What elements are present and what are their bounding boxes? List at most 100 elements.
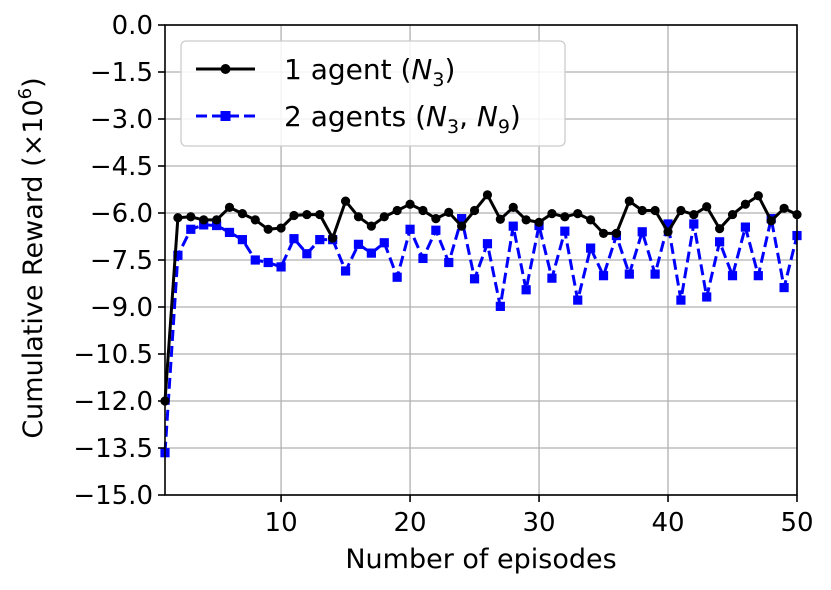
legend-label-2-agents: 2 agents (N3, N9)	[284, 100, 521, 138]
series-1-agent	[160, 190, 802, 406]
data-point	[689, 219, 699, 229]
data-point	[779, 203, 789, 213]
data-point	[573, 209, 583, 219]
data-point	[586, 243, 596, 253]
data-point	[405, 224, 415, 234]
data-point	[534, 217, 544, 227]
data-point	[637, 205, 647, 216]
data-point	[237, 209, 247, 219]
data-point	[779, 282, 789, 293]
data-point	[547, 209, 557, 219]
data-point	[199, 215, 209, 225]
y-tick-label: −9.0	[90, 293, 153, 323]
data-point	[676, 205, 686, 216]
data-point	[508, 202, 518, 212]
data-point	[740, 222, 751, 232]
data-point	[263, 257, 273, 268]
data-point	[379, 212, 389, 222]
data-point	[315, 209, 325, 220]
data-point	[508, 221, 518, 231]
data-point	[340, 266, 351, 276]
data-point	[547, 273, 557, 283]
data-point	[211, 215, 222, 225]
data-point	[457, 214, 467, 224]
x-tick-label: 20	[394, 508, 427, 538]
data-point	[418, 205, 428, 216]
legend-marker-1-agent	[220, 64, 231, 74]
x-tick-label: 10	[265, 508, 298, 538]
data-point	[340, 196, 351, 206]
data-point	[250, 255, 260, 265]
data-point	[186, 224, 196, 234]
data-point	[366, 248, 376, 258]
data-point	[753, 191, 763, 201]
y-tick-label: −12.0	[73, 387, 153, 417]
y-tick-label: −1.5	[90, 58, 153, 88]
data-point	[276, 262, 286, 272]
data-point	[250, 215, 260, 225]
data-point	[173, 250, 183, 260]
data-point	[405, 199, 415, 209]
x-tick-label: 50	[780, 508, 813, 538]
y-tick-label: −7.5	[90, 246, 153, 276]
data-point	[444, 257, 454, 268]
data-point	[521, 215, 531, 225]
data-point	[186, 212, 196, 222]
y-tick-label: −6.0	[90, 199, 153, 229]
legend: 1 agent (N3) 2 agents (N3, N9)	[180, 40, 566, 147]
data-point	[469, 205, 480, 216]
data-point	[482, 190, 493, 200]
y-tick-label: −4.5	[90, 152, 153, 182]
data-point	[727, 271, 738, 281]
tick-layer: 10 20 30 40 50 0.0 −1.5 −3.0 −4.5 −6.0 −7.5 −9.0 −10…	[73, 11, 813, 538]
data-point	[289, 234, 299, 244]
data-point	[740, 199, 751, 209]
data-point	[766, 216, 776, 226]
data-point	[598, 271, 609, 281]
data-point	[444, 207, 454, 217]
data-point	[715, 224, 725, 234]
data-point	[263, 224, 273, 234]
y-tick-label: −3.0	[90, 105, 153, 135]
data-point	[353, 239, 364, 249]
data-point	[276, 223, 286, 233]
data-point	[315, 235, 325, 245]
data-point	[727, 209, 738, 220]
series-2-agents	[160, 214, 802, 458]
data-point	[663, 219, 673, 229]
data-point	[495, 301, 505, 311]
data-point	[663, 227, 673, 237]
data-point	[199, 220, 209, 230]
x-tick-label: 40	[651, 508, 684, 538]
y-tick-label: −15.0	[73, 481, 153, 511]
data-point	[366, 221, 376, 231]
data-point	[224, 227, 235, 238]
data-point	[328, 233, 338, 243]
data-point	[650, 205, 660, 216]
data-point	[482, 239, 493, 249]
data-point	[392, 272, 402, 282]
y-tick-label: −13.5	[73, 434, 153, 464]
data-point	[431, 214, 441, 224]
data-point	[173, 213, 183, 223]
y-tick-label: −10.5	[73, 340, 153, 370]
data-point	[521, 285, 531, 295]
data-point	[289, 210, 299, 221]
series-layer	[160, 190, 802, 458]
legend-label-1-agent: 1 agent (N3)	[284, 53, 455, 91]
data-point	[379, 238, 389, 248]
legend-marker-2-agents	[220, 111, 231, 121]
data-point	[237, 235, 247, 245]
data-point	[715, 237, 725, 247]
data-point	[418, 253, 428, 264]
data-point	[624, 196, 634, 206]
data-point	[586, 215, 596, 225]
data-point	[753, 271, 763, 281]
y-tick-label: 0.0	[112, 11, 153, 41]
data-point	[637, 227, 647, 237]
data-point	[676, 295, 686, 305]
data-point	[650, 269, 660, 279]
data-point	[560, 226, 570, 236]
data-point	[598, 228, 609, 238]
